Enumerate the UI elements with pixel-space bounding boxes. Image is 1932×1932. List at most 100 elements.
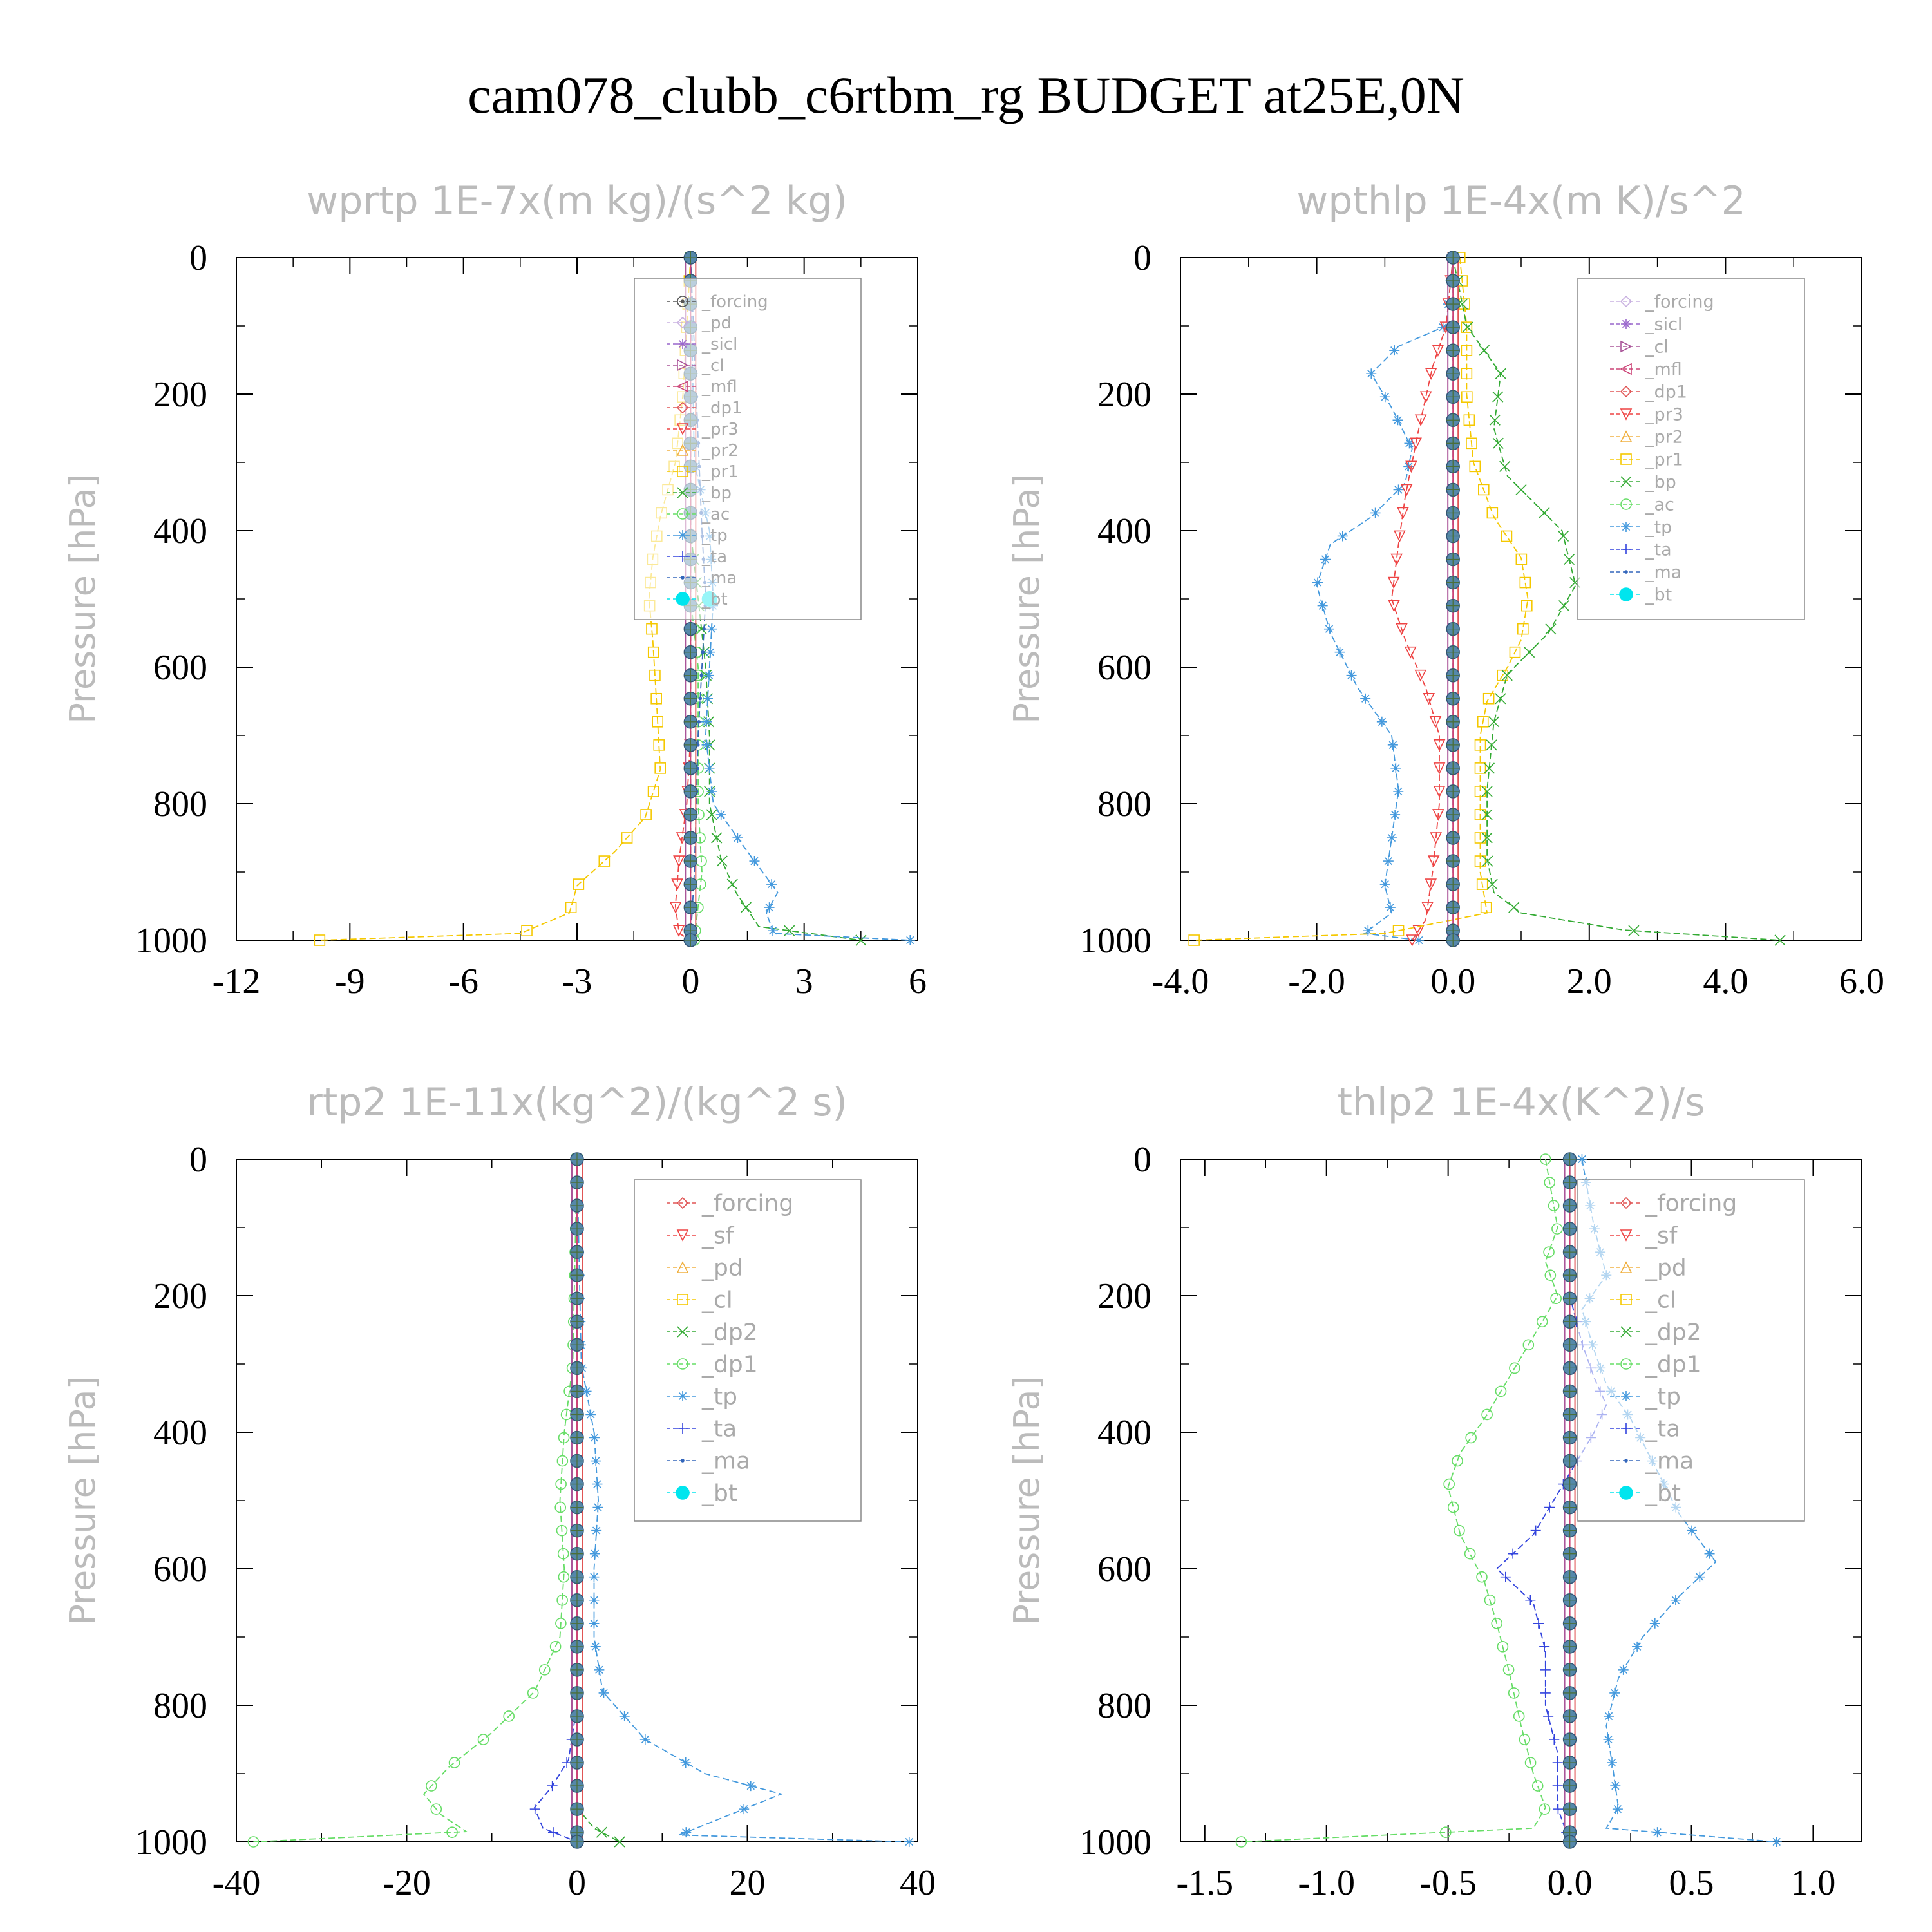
series-marker-dp1	[430, 1803, 442, 1815]
series-marker-pr3	[1400, 484, 1413, 497]
zero-stack-cross	[1446, 344, 1460, 357]
zero-stack-cross	[1563, 1803, 1577, 1816]
series-marker-dp1	[1539, 1803, 1551, 1815]
legend-entry: _pd	[667, 314, 732, 333]
legend-entry: _sf	[1610, 1223, 1678, 1249]
y-tick-label: 400	[153, 511, 207, 551]
series-marker-tp	[1606, 1757, 1617, 1768]
y-tick-label: 0	[189, 1140, 207, 1180]
series-marker-tp	[1387, 739, 1398, 750]
legend-entry: _tp	[667, 1384, 737, 1410]
zero-stack-cross	[1446, 808, 1460, 821]
y-tick-label: 200	[1097, 375, 1151, 415]
legend-entry: _forcing	[1610, 292, 1714, 312]
series-marker-dp1	[426, 1780, 437, 1792]
series-marker-dp1	[554, 1501, 567, 1513]
legend-entry: _bt	[1610, 585, 1672, 605]
series-marker-tp	[1376, 716, 1387, 727]
figure-title: cam078_clubb_c6rtbm_rg BUDGET at25E,0N	[468, 66, 1464, 124]
y-axis-label: Pressure [hPa]	[62, 474, 103, 723]
zero-stack	[1562, 1152, 1577, 1849]
series-marker-tp	[1604, 1710, 1615, 1721]
zero-stack-cross	[571, 1547, 583, 1560]
legend-marker	[1619, 587, 1633, 601]
series-marker-dp1	[1484, 1594, 1496, 1606]
legend-label: _ta	[701, 547, 727, 567]
zero-stack-cross	[571, 1454, 583, 1468]
legend-entry: _forcing	[667, 1191, 793, 1217]
zero-stack-cross	[1446, 506, 1460, 520]
series-marker-ma	[697, 720, 701, 724]
series-marker-bp	[706, 809, 717, 820]
zero-stack-cross	[1446, 274, 1460, 288]
legend-label: _tp	[701, 526, 728, 545]
series-marker-bp	[1774, 934, 1786, 946]
series-marker-dp1	[1536, 1316, 1548, 1328]
legend-entry: _tp	[1610, 1384, 1681, 1410]
series-marker-pr3	[1406, 934, 1419, 947]
x-tick-label: -2.0	[1288, 961, 1345, 1001]
legend-box	[1577, 278, 1805, 620]
y-tick-label: 800	[153, 1686, 207, 1726]
series-marker-pr3	[1388, 600, 1400, 612]
zero-stack-cross	[1563, 1385, 1577, 1398]
series-line-tp	[1581, 1159, 1777, 1842]
series-marker-bp	[1481, 809, 1493, 820]
series-marker-pr1	[1466, 437, 1477, 450]
legend-label: _dp2	[1645, 1320, 1701, 1346]
series-marker-tp	[598, 1687, 609, 1698]
series-marker-pr1	[1474, 809, 1486, 820]
panel-1: wprtp 1E-7x(m kg)/(s^2 kg) -12 -9 -6 -3 0 3 6 0 2…	[62, 178, 927, 1001]
series-marker-tp	[581, 1386, 592, 1397]
legend-label: _bt	[1645, 585, 1672, 605]
series-marker-pr1	[573, 878, 585, 890]
series-marker-ta	[1552, 1757, 1563, 1768]
legend-marker	[1624, 1459, 1628, 1463]
legend-marker	[676, 1261, 689, 1273]
series-marker-ta	[1540, 1664, 1551, 1675]
series-marker-dp2	[614, 1836, 625, 1848]
y-tick-label: 200	[153, 1276, 207, 1316]
series-marker-pr1	[1519, 576, 1531, 589]
zero-stack-cross	[1563, 1733, 1577, 1746]
legend: _forcing _sf _pd _cl _dp2 _dp1 _tp _ta _ma _bt	[634, 1179, 862, 1522]
legend-marker	[1621, 1391, 1631, 1401]
x-tick-label: 3	[795, 961, 813, 1001]
series-marker-pr3	[1423, 692, 1435, 705]
legend-label: _tp	[701, 1384, 737, 1410]
zero-stack-cross	[571, 1385, 583, 1398]
series-marker-pr1	[1461, 368, 1473, 380]
x-tick-label: -9	[335, 961, 365, 1001]
legend-entry: _ta	[1610, 540, 1672, 560]
series-marker-tp	[1334, 647, 1345, 658]
series-marker-ma	[699, 673, 704, 677]
zero-stack-cross	[684, 622, 697, 636]
zero-stack-cross	[571, 1477, 583, 1491]
zero-stack-cross	[1563, 1199, 1577, 1213]
legend-entry: _mfl	[667, 377, 737, 397]
series-marker-pr3	[1421, 902, 1434, 914]
legend-entry: _pr3	[1610, 404, 1683, 424]
zero-stack-cross	[1563, 1756, 1577, 1770]
series-marker-tp	[732, 833, 743, 843]
legend-entry: _forcing	[1610, 1191, 1737, 1217]
x-tick-label: 4.0	[1703, 961, 1748, 1001]
series-marker-pr1	[1521, 600, 1533, 612]
zero-stack-cross	[1563, 1454, 1577, 1468]
series-marker-dp1	[1443, 1478, 1455, 1490]
legend-entry: _bt	[1610, 1481, 1681, 1507]
zero-stack-cross	[684, 668, 697, 682]
series-marker-tp	[681, 1827, 692, 1838]
series-marker-tp	[589, 1432, 600, 1443]
series-marker-pr3	[1419, 391, 1432, 404]
zero-stack-cross	[571, 1756, 583, 1770]
zero-stack-cross	[571, 1593, 583, 1607]
x-tick-label: 6.0	[1839, 961, 1884, 1001]
zero-stack-cross	[1446, 460, 1460, 473]
series-marker-bp	[1508, 902, 1520, 913]
legend-label: _mfl	[1645, 359, 1682, 379]
series-marker-bp	[1483, 762, 1495, 774]
series-line-dp1	[253, 1159, 578, 1842]
series-marker-tp	[1577, 1154, 1587, 1164]
series-marker-ta	[1539, 1641, 1550, 1652]
